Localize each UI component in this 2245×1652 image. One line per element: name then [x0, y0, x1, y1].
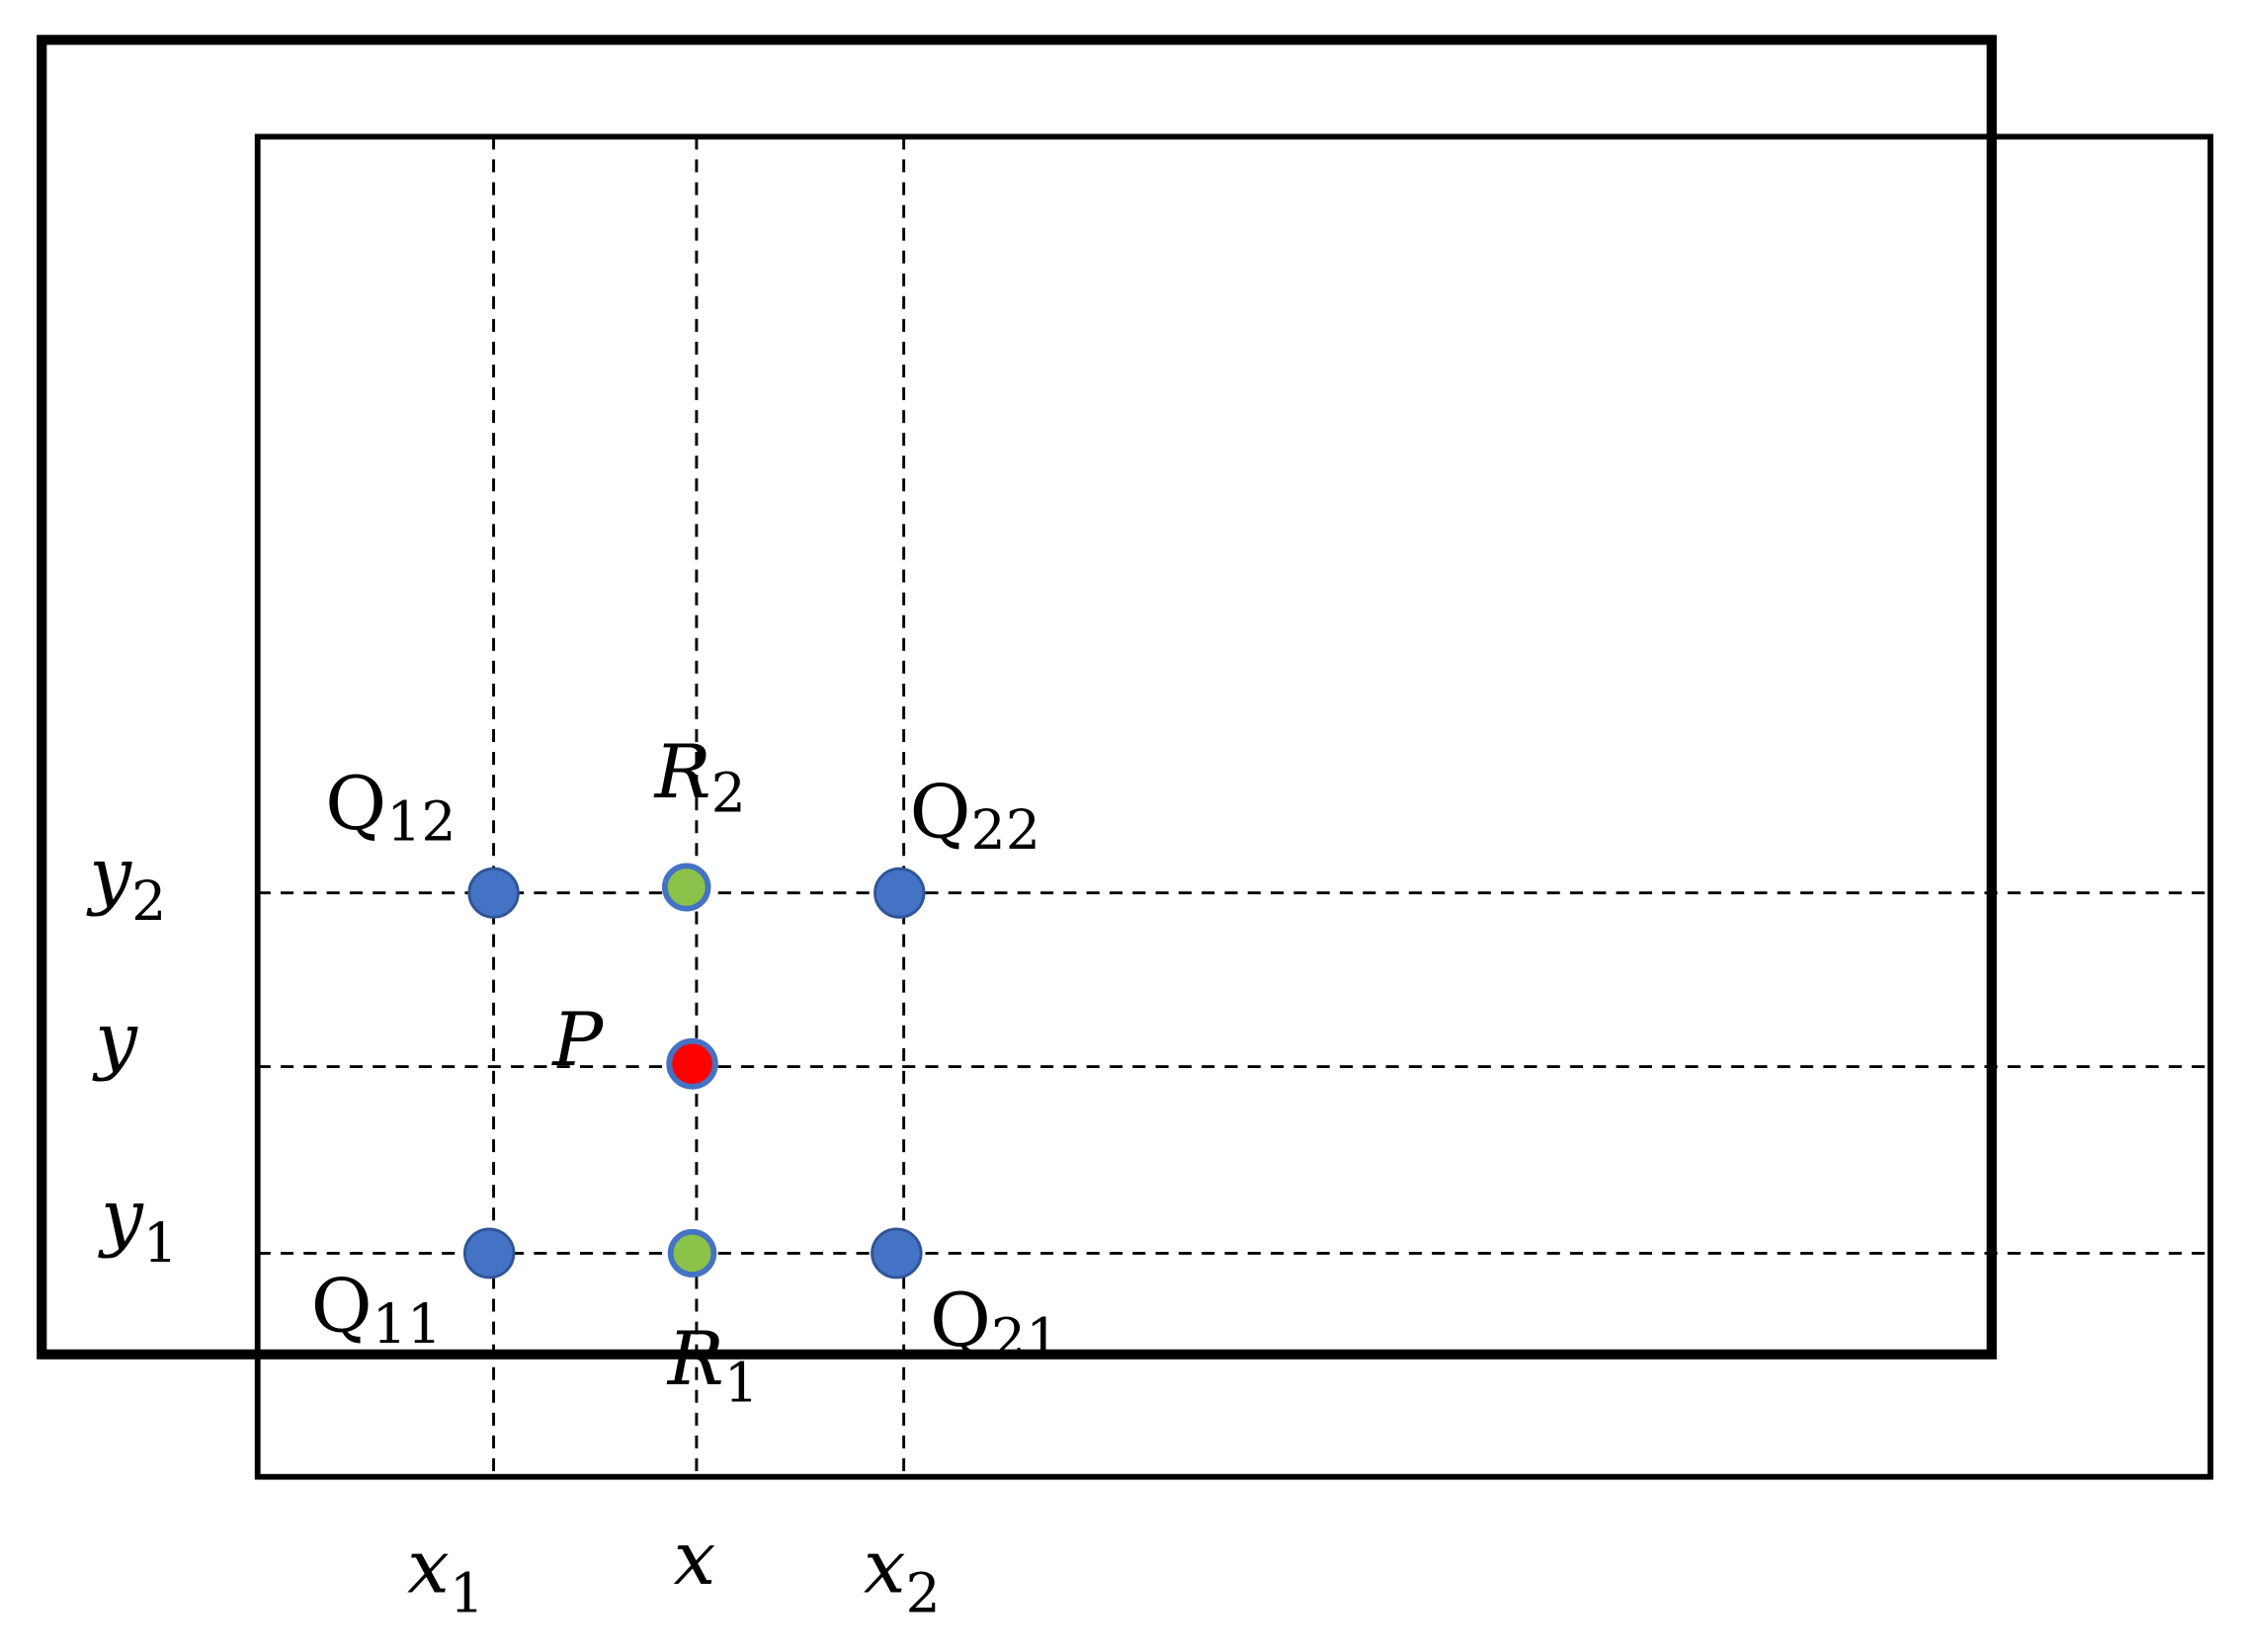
y-label-y2: y2 — [86, 831, 166, 933]
label-base: y — [98, 1173, 144, 1260]
point-r2 — [661, 863, 711, 912]
label-base: Q — [909, 769, 970, 856]
point-q22 — [873, 867, 926, 919]
label-base: x — [407, 1524, 450, 1611]
label-sub: 12 — [386, 790, 456, 854]
label-sub: 1 — [450, 1562, 484, 1625]
point-q11 — [462, 1227, 516, 1280]
label-q12: Q12 — [325, 760, 456, 853]
label-q21: Q21 — [930, 1277, 1060, 1369]
point-q21 — [871, 1227, 923, 1280]
x-label-x2: x2 — [864, 1524, 941, 1625]
label-p: P — [550, 997, 604, 1084]
y-label-y1: y1 — [98, 1173, 178, 1275]
label-r1: R1 — [666, 1315, 759, 1414]
label-sub: 11 — [373, 1292, 442, 1356]
label-base: Q — [325, 760, 386, 847]
label-q11: Q11 — [311, 1263, 442, 1356]
label-base: Q — [930, 1277, 991, 1363]
label-base: R — [666, 1315, 724, 1402]
x-label-x: x — [674, 1515, 716, 1602]
y-label-y: y — [92, 997, 138, 1084]
label-sub: 21 — [991, 1307, 1060, 1370]
label-sub: 1 — [143, 1211, 178, 1275]
label-sub: 2 — [711, 762, 746, 825]
label-base: Q — [311, 1263, 373, 1350]
inner-frame — [254, 133, 2213, 1480]
label-base: R — [653, 729, 711, 816]
x-label-x1: x1 — [407, 1524, 484, 1625]
label-sub: 22 — [971, 798, 1040, 862]
label-q22: Q22 — [909, 769, 1039, 862]
point-r1 — [667, 1228, 717, 1278]
label-sub: 2 — [131, 869, 166, 933]
point-p — [666, 1037, 718, 1090]
label-sub: 1 — [724, 1352, 759, 1415]
outer-frame — [37, 35, 1997, 1360]
label-r2: R2 — [653, 729, 746, 825]
label-base: y — [86, 831, 132, 918]
point-q12 — [467, 867, 520, 919]
label-base: x — [864, 1524, 906, 1611]
label-sub: 2 — [906, 1562, 941, 1625]
